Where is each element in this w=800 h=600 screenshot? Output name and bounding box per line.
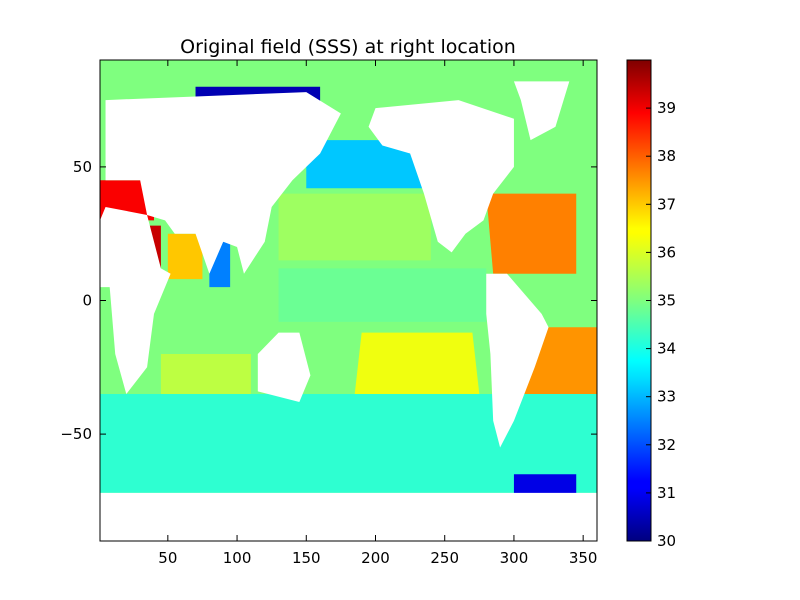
colorbar-tick-label: 36 xyxy=(657,243,676,261)
south-pacific-subtropical-region xyxy=(355,333,480,394)
colorbar-tick-label: 35 xyxy=(657,292,676,310)
colorbar-tick-label: 33 xyxy=(657,388,676,406)
x-tick-label: 350 xyxy=(569,549,598,567)
x-tick-label: 50 xyxy=(158,549,177,567)
colorbar-tick-label: 38 xyxy=(657,147,676,165)
equatorial-pacific-region xyxy=(279,268,487,321)
north-atlantic-subtropical-region xyxy=(486,194,576,274)
y-tick-label: −50 xyxy=(60,425,92,443)
colorbar: 30 31 32 33 34 35 36 37 38 39 xyxy=(627,60,676,550)
x-tick-label: 150 xyxy=(292,549,321,567)
x-tick-label: 250 xyxy=(430,549,459,567)
colorbar-tick-label: 31 xyxy=(657,484,676,502)
y-tick-label: 0 xyxy=(82,292,92,310)
land-antarctica xyxy=(100,493,597,541)
heatmap-field xyxy=(100,60,597,541)
colorbar-tick-label: 39 xyxy=(657,99,676,117)
chart-title: Original field (SSS) at right location xyxy=(180,36,516,58)
arabian-sea-region xyxy=(168,234,203,279)
x-tick-label: 100 xyxy=(223,549,252,567)
south-indian-subtropical-region xyxy=(161,354,251,394)
north-pacific-subtropical-region xyxy=(279,194,431,261)
y-tick-label: 50 xyxy=(73,158,92,176)
colorbar-tick-label: 37 xyxy=(657,195,676,213)
colorbar-tick-label: 34 xyxy=(657,340,676,358)
colorbar-tick-label: 30 xyxy=(657,532,676,550)
x-tick-label: 200 xyxy=(361,549,390,567)
x-tick-label: 300 xyxy=(500,549,529,567)
colorbar-tick-label: 32 xyxy=(657,436,676,454)
